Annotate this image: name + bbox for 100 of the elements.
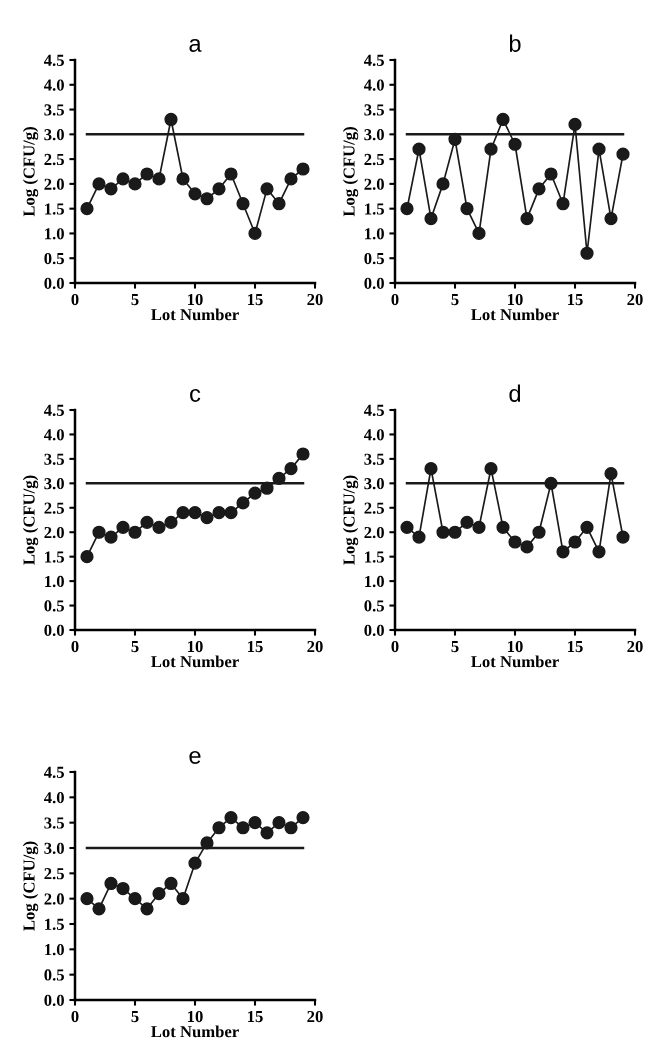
point (508, 535, 522, 549)
point (128, 525, 142, 539)
point (412, 530, 426, 544)
y-tick-label: 0.0 (44, 277, 64, 290)
point (532, 182, 546, 196)
x-tick-label: 20 (627, 640, 643, 653)
y-axis-title: Log (CFU/g) (22, 841, 39, 931)
point (296, 447, 310, 461)
y-tick-label: 0.5 (364, 600, 384, 612)
y-tick-label: 4.0 (43, 429, 64, 441)
point (128, 177, 142, 191)
point (224, 167, 238, 181)
y-tick-label: 2.5 (364, 153, 384, 166)
point (496, 520, 510, 534)
x-tick-label: 5 (451, 641, 459, 653)
point (176, 892, 190, 906)
y-tick-label: 4.5 (43, 404, 64, 417)
point (116, 520, 130, 534)
point (176, 172, 190, 186)
point (616, 147, 630, 161)
x-tick-label: 15 (248, 1010, 263, 1023)
x-tick-label: 20 (307, 293, 323, 306)
point (580, 520, 594, 534)
point (104, 182, 118, 196)
y-axis-title: Log (CFU/g) (342, 475, 359, 565)
point (164, 112, 178, 127)
point (284, 821, 298, 835)
x-axis-title: Lot Number (471, 308, 559, 321)
point (92, 902, 106, 916)
x-tick-label: 10 (508, 640, 523, 653)
y-tick-label: 0.0 (44, 624, 64, 637)
y-tick-label: 3.0 (364, 478, 384, 490)
y-tick-label: 1.0 (45, 228, 64, 240)
y-tick-label: 2.5 (364, 502, 384, 514)
point (272, 471, 286, 486)
y-tick-label: 0.5 (44, 252, 64, 265)
chart-title: a (189, 38, 202, 52)
point (164, 876, 178, 891)
y-tick-label: 3.5 (44, 453, 64, 465)
y-tick-label: 0.5 (44, 969, 64, 981)
y-axis-title: Log (CFU/g) (22, 475, 39, 565)
point (104, 876, 118, 891)
chart-title: b (509, 34, 521, 52)
x-axis-title: Lot Number (151, 1025, 239, 1038)
y-tick-label: 0.0 (364, 277, 384, 290)
point (224, 506, 238, 520)
point (296, 811, 310, 825)
point (460, 515, 474, 530)
point (412, 142, 426, 156)
point (260, 481, 274, 495)
point (284, 462, 298, 476)
y-tick-label: 1.0 (365, 575, 384, 588)
y-tick-label: 4.5 (363, 54, 384, 67)
y-tick-label: 2.0 (44, 178, 64, 190)
point (200, 510, 214, 525)
point (508, 137, 522, 151)
point (260, 826, 274, 840)
x-tick-label: 0 (391, 640, 399, 653)
y-tick-label: 4.5 (43, 54, 64, 67)
y-tick-label: 3.0 (44, 478, 64, 490)
point (532, 525, 546, 539)
point (128, 892, 142, 906)
point (448, 525, 462, 539)
point (272, 816, 286, 830)
x-tick-label: 0 (391, 293, 399, 306)
x-tick-label: 5 (451, 294, 459, 306)
x-tick-label: 15 (248, 293, 263, 306)
point (604, 211, 618, 226)
y-tick-label: 2.5 (44, 153, 64, 166)
y-tick-label: 0.0 (364, 624, 384, 637)
y-tick-label: 2.0 (364, 526, 384, 539)
point (472, 226, 486, 241)
point (400, 520, 414, 534)
point (188, 856, 202, 870)
y-axis-title: Log (CFU/g) (342, 127, 359, 217)
y-tick-label: 4.5 (363, 404, 384, 417)
point (212, 821, 226, 835)
x-tick-label: 20 (307, 640, 323, 653)
point (200, 192, 214, 206)
point (212, 182, 226, 196)
point (80, 550, 94, 564)
x-axis-title: Lot Number (151, 655, 239, 668)
x-tick-label: 0 (71, 1010, 79, 1023)
point (248, 226, 262, 241)
point (260, 182, 274, 196)
chart-title: e (189, 750, 201, 764)
y-tick-label: 3.5 (44, 104, 64, 116)
y-tick-label: 4.0 (43, 792, 64, 804)
y-tick-label: 1.5 (45, 203, 64, 215)
point (236, 821, 250, 835)
y-tick-label: 3.0 (364, 129, 384, 141)
y-tick-label: 0.5 (44, 600, 64, 612)
x-tick-label: 10 (188, 1010, 203, 1023)
y-tick-label: 1.0 (45, 944, 64, 956)
point (424, 211, 438, 226)
point (580, 246, 594, 260)
y-tick-label: 1.0 (45, 575, 64, 588)
x-tick-label: 5 (131, 641, 139, 653)
point (80, 202, 94, 216)
point (592, 142, 606, 156)
